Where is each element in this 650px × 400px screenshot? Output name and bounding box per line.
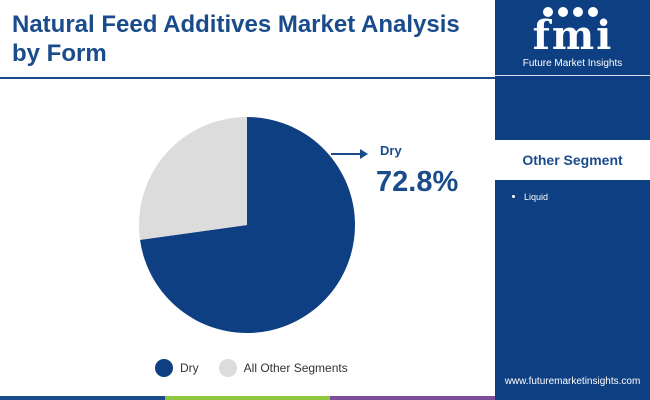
other-segment-title: Other Segment [522,152,623,168]
callout-label: Dry [380,143,402,158]
legend-swatch [155,359,173,377]
bottom-color-bar [0,396,650,400]
logo-dot-icon [588,7,598,17]
callout-arrow [331,149,368,159]
logo-dot-icon [543,7,553,17]
bar-segment [330,396,495,400]
pie-slice-dry [140,117,356,333]
legend-item-other: All Other Segments [218,359,348,377]
logo: fmi Future Market Insights [495,0,650,76]
bar-segment [165,396,330,400]
logo-icons [543,7,598,17]
pie-slice-all-other-segments [139,117,247,240]
callout-value: 72.8% [376,166,459,198]
bar-segment [495,396,650,400]
pie-slices [139,117,356,333]
list-item: Liquid [510,190,548,204]
title-divider [0,77,495,79]
chart-legend: Dry All Other Segments [155,359,368,377]
website-url[interactable]: www.futuremarketinsights.com [504,376,641,387]
other-segment-list: Liquid [510,190,548,204]
bar-segment [0,396,165,400]
brand-name: Future Market Insights [522,58,623,69]
other-segment-header: Other Segment [495,140,650,180]
legend-label: All Other Segments [243,361,348,375]
logo-mark: fmi [532,12,614,59]
logo-dot-icon [558,7,568,17]
legend-item-dry: Dry [155,359,199,377]
logo-dot-icon [573,7,583,17]
legend-swatch [218,359,237,377]
brand-panel: fmi Future Market Insights www.futuremar… [495,0,650,400]
page-title: Natural Feed Additives Market Analysis b… [12,11,460,67]
pie-chart [139,117,368,333]
legend-label: Dry [180,361,199,375]
